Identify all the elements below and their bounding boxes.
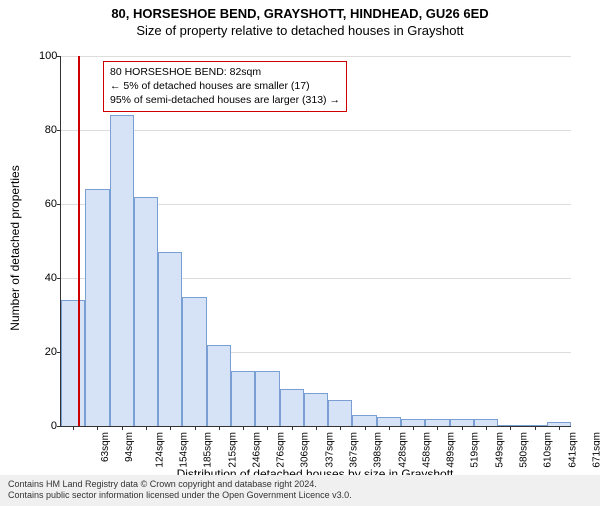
bar — [474, 419, 498, 426]
title-main: 80, HORSESHOE BEND, GRAYSHOTT, HINDHEAD,… — [0, 6, 600, 21]
chart-area: Number of detached properties 80 HORSESH… — [60, 56, 570, 426]
annotation-line: 80 HORSESHOE BEND: 82sqm — [110, 65, 340, 79]
annotation-box: 80 HORSESHOE BEND: 82sqm ← 5% of detache… — [103, 61, 347, 112]
bar — [110, 115, 134, 426]
bar — [377, 417, 401, 426]
x-tick-label: 337sqm — [324, 432, 335, 468]
x-tick-label: 63sqm — [100, 432, 111, 462]
bar — [328, 400, 352, 426]
x-tick-label: 154sqm — [179, 432, 190, 468]
x-tick-label: 246sqm — [251, 432, 262, 468]
x-tick-label: 610sqm — [543, 432, 554, 468]
reference-line — [78, 56, 80, 426]
bar — [207, 345, 231, 426]
y-tick-label: 20 — [39, 346, 57, 358]
bar — [304, 393, 328, 426]
bar — [450, 419, 474, 426]
x-tick-label: 428sqm — [397, 432, 408, 468]
x-tick-label: 671sqm — [591, 432, 600, 468]
footer: Contains HM Land Registry data © Crown c… — [0, 475, 600, 506]
annotation-line: ← 5% of detached houses are smaller (17) — [110, 79, 340, 93]
x-tick-label: 367sqm — [349, 432, 360, 468]
bar — [231, 371, 255, 427]
bar — [280, 389, 304, 426]
x-tick-label: 94sqm — [124, 432, 135, 462]
y-tick-label: 80 — [39, 124, 57, 136]
bar — [401, 419, 425, 426]
x-tick-label: 519sqm — [470, 432, 481, 468]
x-tick-label: 458sqm — [421, 432, 432, 468]
footer-line2: Contains public sector information licen… — [8, 490, 592, 502]
bar — [134, 197, 158, 426]
x-tick-label: 641sqm — [567, 432, 578, 468]
x-tick-label: 306sqm — [300, 432, 311, 468]
x-tick-label: 398sqm — [373, 432, 384, 468]
bar — [61, 300, 85, 426]
y-axis-label: Number of detached properties — [8, 165, 22, 330]
y-tick-label: 40 — [39, 272, 57, 284]
annotation-line: 95% of semi-detached houses are larger (… — [110, 93, 340, 107]
y-tick-label: 0 — [39, 420, 57, 432]
bar — [352, 415, 376, 426]
plot: 80 HORSESHOE BEND: 82sqm ← 5% of detache… — [60, 56, 571, 427]
bar — [158, 252, 182, 426]
bar — [255, 371, 279, 427]
x-tick-label: 276sqm — [276, 432, 287, 468]
x-tick-label: 489sqm — [446, 432, 457, 468]
x-tick-label: 185sqm — [203, 432, 214, 468]
x-tick-label: 580sqm — [519, 432, 530, 468]
y-tick-label: 100 — [39, 50, 57, 62]
title-sub: Size of property relative to detached ho… — [0, 23, 600, 38]
bar — [182, 297, 206, 427]
x-tick-label: 124sqm — [154, 432, 165, 468]
footer-line1: Contains HM Land Registry data © Crown c… — [8, 479, 592, 491]
y-tick-label: 60 — [39, 198, 57, 210]
bar — [425, 419, 449, 426]
x-tick-label: 215sqm — [227, 432, 238, 468]
bar — [85, 189, 109, 426]
x-tick-label: 549sqm — [494, 432, 505, 468]
